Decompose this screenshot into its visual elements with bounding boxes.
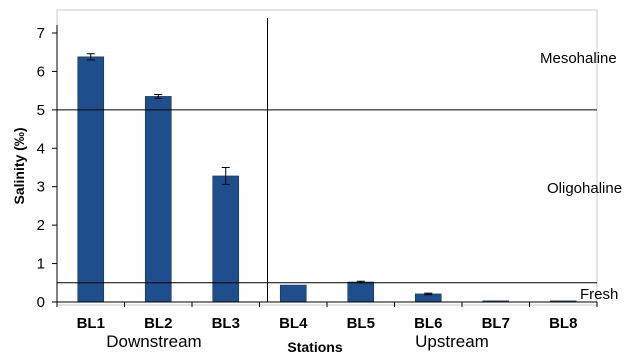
- category-label: BL3: [212, 315, 240, 332]
- zone-label-mesohaline: Mesohaline: [540, 50, 617, 67]
- category-label: BL4: [279, 315, 308, 332]
- category-label: BL7: [482, 315, 510, 332]
- bar-bl1: [77, 56, 105, 303]
- bars-layer: [77, 53, 577, 303]
- y-tick-label: 1: [37, 256, 45, 273]
- category-label: BL1: [77, 315, 105, 332]
- y-tick-label: 4: [37, 140, 45, 157]
- zone-label-oligohaline: Oligohaline: [547, 180, 622, 197]
- y-axis-label: Salinity (‰): [11, 127, 27, 204]
- axes-layer: 0 1 2 3 4 5 6 7 BL1 BL2 BL3 BL4 BL5 BL6 BL7 BL8: [37, 18, 598, 332]
- y-tick-label: 7: [37, 25, 45, 42]
- category-label: BL2: [144, 315, 172, 332]
- y-tick-label: 0: [37, 294, 45, 311]
- labels-layer: Salinity (‰) Stations Downstream Upstrea…: [11, 50, 622, 355]
- group-label-upstream: Upstream: [415, 332, 489, 351]
- y-tick-label: 3: [37, 179, 45, 196]
- x-axis-label: Stations: [287, 339, 342, 355]
- category-label: BL5: [347, 315, 375, 332]
- y-tick-label: 6: [37, 63, 45, 80]
- category-label: BL6: [414, 315, 442, 332]
- bar-bl4: [279, 284, 307, 303]
- y-tick-label: 5: [37, 102, 45, 119]
- zone-label-fresh: Fresh: [580, 286, 618, 303]
- bar-bl5: [347, 281, 375, 303]
- y-tick-label: 2: [37, 217, 45, 234]
- bar-bl2: [144, 96, 172, 303]
- plot-frame: [56, 9, 598, 306]
- category-label: BL8: [549, 315, 577, 332]
- group-label-downstream: Downstream: [106, 332, 201, 351]
